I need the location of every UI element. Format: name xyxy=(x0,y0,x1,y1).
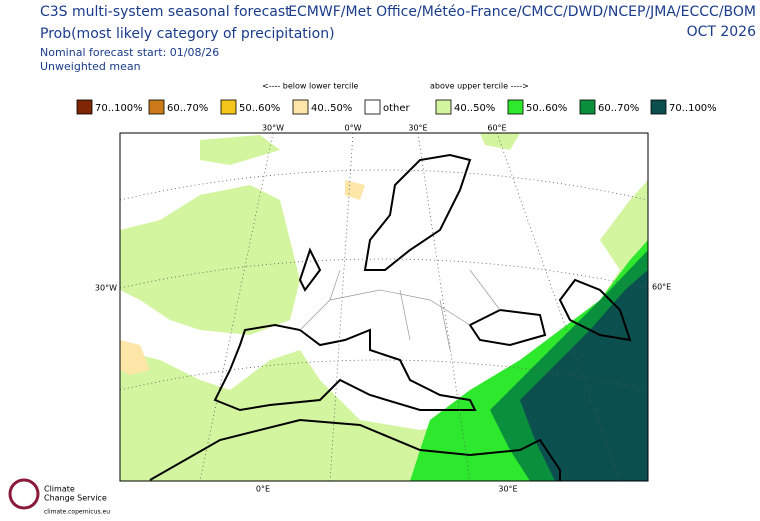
lon-label: 0°W xyxy=(345,124,362,133)
legend: 70..100% 60..70% 50..60% 40..50% other 40..50… xyxy=(76,99,717,115)
legend-label: 50..60% xyxy=(239,103,280,114)
lon-label: 60°E xyxy=(487,124,506,133)
legend-label: 70..100% xyxy=(669,103,717,114)
lon-label: 0°E xyxy=(256,485,270,494)
lon-label: 30°W xyxy=(262,124,284,133)
logo-url: climate.copernicus.eu xyxy=(44,509,110,516)
legend-label: 70..100% xyxy=(95,103,143,114)
below-label: <---- below lower tercile xyxy=(262,82,358,91)
lon-label: 30°W xyxy=(95,284,117,293)
legend-swatch xyxy=(148,99,165,115)
month: OCT 2026 xyxy=(687,24,757,40)
models: ECMWF/Met Office/Météo-France/CMCC/DWD/N… xyxy=(288,4,756,20)
legend-swatch xyxy=(507,99,524,115)
map-frame xyxy=(119,132,649,482)
legend-label: 40..50% xyxy=(454,103,495,114)
legend-label: 60..70% xyxy=(167,103,208,114)
legend-swatch xyxy=(435,99,452,115)
logo-line: Change Service xyxy=(44,494,107,503)
mean: Unweighted mean xyxy=(40,60,141,73)
logo-icon xyxy=(8,478,40,510)
logo-line: Climate xyxy=(44,485,75,494)
legend-swatch xyxy=(579,99,596,115)
legend-label: 60..70% xyxy=(598,103,639,114)
lon-label: 30°E xyxy=(408,124,427,133)
legend-label: 50..60% xyxy=(526,103,567,114)
start: Nominal forecast start: 01/08/26 xyxy=(40,46,219,59)
lon-label: 30°E xyxy=(498,485,517,494)
subtitle: Prob(most likely category of precipitati… xyxy=(40,26,335,42)
legend-label: 40..50% xyxy=(311,103,352,114)
axis-labels: 30°W 0°W 30°E 60°E 30°W 60°E 0°E 30°E xyxy=(95,124,671,494)
map xyxy=(120,133,648,481)
legend-swatch xyxy=(292,99,309,115)
legend-swatch xyxy=(650,99,667,115)
lon-label: 60°E xyxy=(652,283,671,292)
legend-label: other xyxy=(383,103,411,114)
above-label: above upper tercile ----> xyxy=(430,82,529,91)
title: C3S multi-system seasonal forecast xyxy=(40,4,291,20)
legend-swatch xyxy=(364,99,381,115)
legend-swatch xyxy=(220,99,237,115)
legend-swatch xyxy=(76,99,93,115)
